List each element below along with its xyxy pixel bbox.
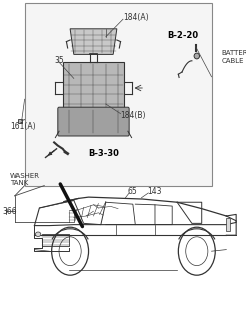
Text: 65: 65 [128, 188, 138, 196]
Text: 184(A): 184(A) [123, 13, 149, 22]
Text: 366: 366 [2, 207, 17, 216]
Ellipse shape [194, 53, 200, 59]
FancyBboxPatch shape [58, 107, 129, 136]
Text: B-3-30: B-3-30 [89, 149, 120, 158]
Text: 143: 143 [148, 188, 162, 196]
Text: BATTERY: BATTERY [221, 50, 246, 56]
Polygon shape [70, 29, 117, 54]
Bar [18, 119, 22, 123]
Bar [63, 62, 124, 109]
Text: 161(A): 161(A) [10, 122, 35, 131]
Bar [226, 218, 230, 231]
Text: 184(B): 184(B) [121, 111, 146, 120]
Bar [25, 3, 212, 186]
Text: B-2-20: B-2-20 [167, 31, 199, 40]
Text: WASHER
TANK: WASHER TANK [10, 173, 40, 187]
Text: 35: 35 [54, 56, 64, 65]
Ellipse shape [35, 232, 41, 236]
Text: CABLE: CABLE [221, 59, 244, 64]
